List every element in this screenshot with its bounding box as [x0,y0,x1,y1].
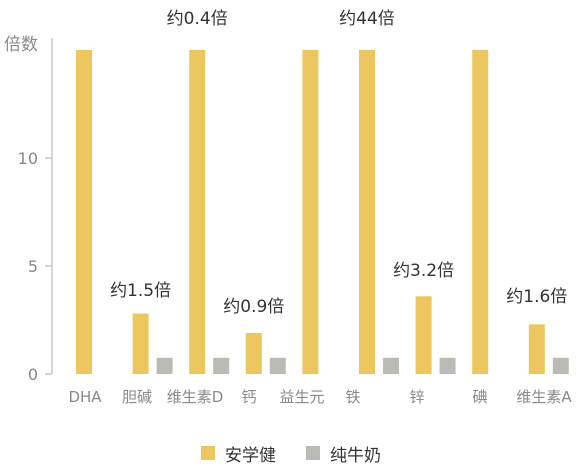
bar-annotation: 约0.9倍 [223,297,284,317]
bar-annotation: 约44倍 [339,9,395,29]
bar-series-1-7 [472,50,489,374]
y-axis-title: 倍数 [4,35,38,55]
legend-label-series-2: 纯牛奶 [330,445,381,466]
x-tick-label: 维生素A [516,388,572,406]
legend-label-series-1: 安学健 [225,445,276,466]
bar-series-2-2 [213,357,230,374]
bar-series-2-1 [156,357,173,374]
bar-series-2-5 [383,357,399,374]
legend-swatch-series-1 [201,446,215,460]
bar-series-1-6 [415,296,432,374]
x-tick-label: 碘 [472,388,487,406]
bar-series-2-6 [439,357,456,374]
bar-annotation: 约1.6倍 [506,287,567,307]
legend-item-series-1: 安学健 [201,441,276,466]
bars [76,50,569,374]
bar-series-1-8 [528,324,545,374]
x-tick-label: 锌 [409,388,424,406]
legend-swatch-series-2 [306,446,320,460]
bar-annotation: 约0.4倍 [167,9,228,29]
bar-series-1-1 [132,313,149,374]
x-tick-label: 铁 [345,388,360,406]
legend: 安学健 纯牛奶 [0,440,582,466]
x-axis-labels: DHA 胆碱 维生素D 钙 益生元 铁 锌 碘 维生素A [68,388,572,406]
bar-series-1-2 [189,50,206,374]
bar-series-1-3 [245,332,262,374]
y-tick-label: 0 [28,365,38,384]
bar-annotation: 约3.2倍 [393,261,454,281]
bar-series-2-8 [552,357,569,374]
bar-series-1-0 [76,50,92,374]
bar-annotation: 约1.5倍 [110,281,171,301]
x-tick-label: 胆碱 [122,388,152,406]
bar-series-2-3 [269,357,286,374]
y-tick-label: 10 [18,149,38,168]
bar-series-1-5 [359,50,375,374]
x-tick-label: 钙 [241,388,256,406]
y-axis: 0 5 10 倍数 [4,35,53,384]
x-tick-label: 维生素D [167,388,224,406]
x-tick-label: DHA [68,388,102,406]
legend-item-series-2: 纯牛奶 [306,441,381,466]
x-tick-label: 益生元 [279,388,324,406]
y-tick-label: 5 [28,257,38,276]
bar-series-1-4 [302,50,319,374]
